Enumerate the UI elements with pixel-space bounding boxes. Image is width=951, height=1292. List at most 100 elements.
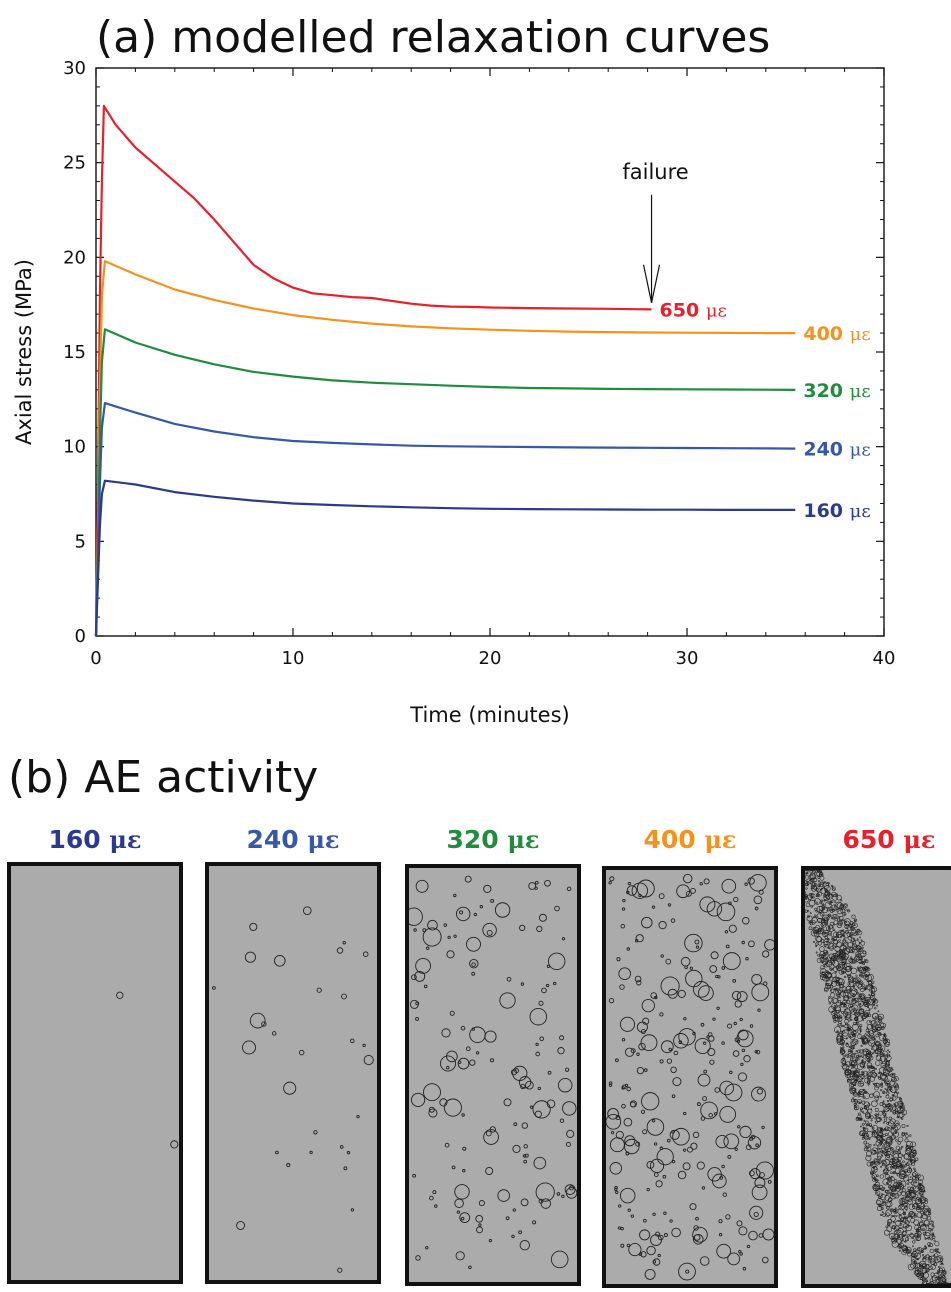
ae-event bbox=[732, 1050, 740, 1057]
ae-event bbox=[839, 916, 844, 921]
ae-event bbox=[669, 1129, 680, 1140]
ae-event bbox=[868, 1050, 871, 1053]
ae-event bbox=[829, 906, 833, 910]
ae-event bbox=[445, 1065, 450, 1070]
ae-event bbox=[849, 1087, 857, 1095]
ae-event bbox=[837, 994, 841, 998]
ae-event bbox=[925, 1282, 931, 1284]
ae-event bbox=[844, 1022, 848, 1026]
ae-event bbox=[851, 976, 854, 979]
ae-event bbox=[755, 1049, 761, 1055]
ae-event bbox=[701, 1186, 706, 1190]
ae-event bbox=[363, 1055, 374, 1066]
ae-event bbox=[441, 1028, 451, 1038]
ae-event bbox=[426, 946, 430, 950]
ae-event bbox=[719, 1176, 724, 1180]
ae-event bbox=[865, 1150, 872, 1157]
ae-event bbox=[938, 1251, 941, 1254]
ae-event bbox=[874, 1007, 877, 1010]
ae-event bbox=[852, 985, 856, 989]
ae-event bbox=[286, 1163, 291, 1168]
ae-event bbox=[434, 1204, 438, 1208]
ae-event bbox=[658, 920, 667, 930]
ae-event bbox=[619, 984, 625, 990]
ae-event bbox=[843, 1008, 846, 1011]
ae-event bbox=[699, 896, 716, 913]
ae-event bbox=[723, 1133, 740, 1150]
ae-event bbox=[940, 1263, 943, 1266]
ae-panel-320: 320 με bbox=[405, 825, 581, 1286]
ae-event bbox=[455, 1251, 465, 1261]
ae-event bbox=[889, 1161, 893, 1166]
ae-event bbox=[941, 1269, 947, 1275]
ae-event bbox=[834, 945, 838, 948]
ae-event bbox=[881, 1151, 884, 1154]
ae-specimen-400 bbox=[602, 866, 778, 1288]
ae-event bbox=[881, 1211, 884, 1214]
ae-event bbox=[906, 1249, 911, 1254]
ae-event bbox=[641, 998, 655, 1013]
ae-event bbox=[900, 1100, 903, 1103]
ae-event bbox=[566, 886, 572, 892]
ae-event bbox=[883, 1168, 889, 1174]
ae-event bbox=[727, 1023, 733, 1029]
ae-event bbox=[864, 986, 868, 989]
ae-event bbox=[836, 922, 843, 928]
ae-event bbox=[842, 1010, 849, 1017]
ae-event bbox=[889, 1146, 894, 1151]
ae-event bbox=[521, 1122, 528, 1129]
ae-event bbox=[874, 1016, 877, 1019]
ae-event bbox=[473, 912, 478, 917]
ae-event bbox=[904, 1240, 907, 1243]
ae-event bbox=[824, 922, 829, 926]
ae-event bbox=[894, 1105, 897, 1108]
ae-event bbox=[411, 1092, 426, 1107]
ae-event bbox=[553, 981, 557, 986]
ae-event bbox=[298, 1049, 305, 1056]
ae-event bbox=[846, 974, 850, 977]
ae-event bbox=[510, 1069, 518, 1076]
ae-event bbox=[825, 917, 828, 920]
ae-event bbox=[850, 1059, 858, 1067]
ae-event bbox=[852, 933, 854, 936]
ae-event bbox=[890, 1066, 893, 1070]
ae-event bbox=[891, 1186, 896, 1192]
ae-event bbox=[891, 1126, 894, 1130]
ae-event bbox=[870, 1066, 873, 1069]
ae-event bbox=[832, 977, 838, 983]
ae-event bbox=[862, 1058, 867, 1063]
panel-a-title: (a) modelled relaxation curves bbox=[96, 12, 770, 63]
ae-event bbox=[927, 1236, 931, 1240]
ae-event bbox=[833, 1004, 836, 1007]
ae-event bbox=[900, 1237, 904, 1242]
ae-event bbox=[666, 1138, 671, 1143]
ae-event bbox=[512, 1144, 521, 1153]
ae-event bbox=[935, 1282, 942, 1284]
ae-event bbox=[914, 1157, 919, 1162]
ae-event bbox=[875, 1190, 881, 1196]
ae-event bbox=[356, 1114, 360, 1119]
ae-event bbox=[830, 910, 834, 914]
ae-event bbox=[838, 969, 844, 975]
ae-event bbox=[853, 932, 857, 937]
ae-event bbox=[930, 1281, 935, 1284]
ae-event bbox=[887, 1072, 889, 1075]
ae-event bbox=[825, 960, 833, 967]
ae-event bbox=[918, 1251, 921, 1255]
ae-event bbox=[872, 1166, 875, 1169]
ae-event bbox=[857, 1095, 860, 1098]
ae-event bbox=[894, 1120, 900, 1126]
ae-event bbox=[901, 1133, 905, 1137]
ae-event bbox=[812, 931, 815, 934]
ae-event bbox=[814, 907, 818, 912]
ae-event bbox=[520, 1083, 526, 1090]
ae-event bbox=[905, 1191, 911, 1197]
ae-event bbox=[836, 902, 844, 909]
ae-event bbox=[907, 1186, 911, 1190]
ae-event bbox=[677, 1170, 687, 1180]
ae-event bbox=[865, 1142, 870, 1147]
ae-event bbox=[883, 1109, 886, 1112]
ae-event bbox=[906, 1196, 912, 1202]
ae-event bbox=[722, 1192, 728, 1197]
ae-event bbox=[882, 1072, 887, 1076]
